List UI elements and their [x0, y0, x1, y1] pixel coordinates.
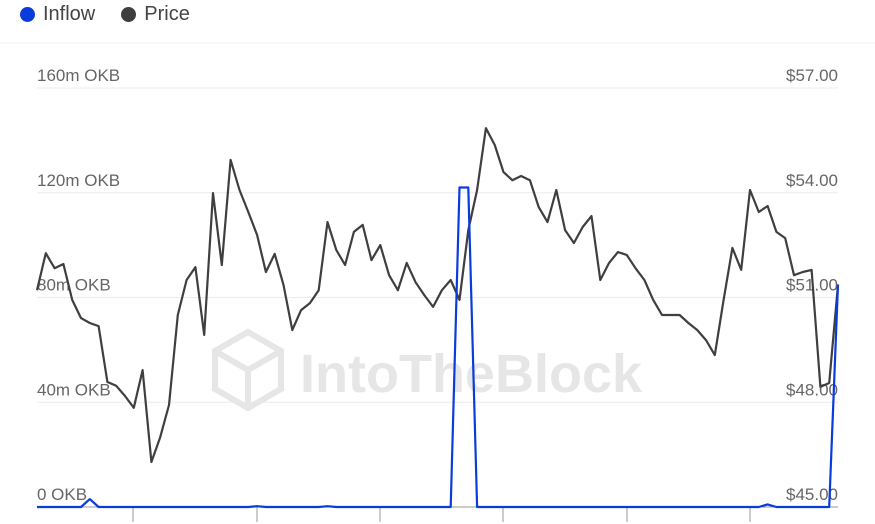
left-tick-label: 40m OKB — [37, 380, 111, 399]
left-tick-label: 0 OKB — [37, 485, 87, 504]
series-line-price — [35, 127, 840, 464]
inflow-dot-icon — [20, 7, 35, 22]
watermark: IntoTheBlock — [300, 344, 643, 404]
series-line-inflow — [37, 186, 840, 509]
right-tick-label: $45.00 — [786, 485, 838, 504]
price-dot-icon — [121, 7, 137, 22]
left-tick-label: 120m OKB — [37, 171, 120, 190]
right-tick-label: $57.00 — [786, 66, 838, 85]
left-tick-label: 80m OKB — [37, 276, 111, 295]
legend-item-inflow[interactable]: Inflow — [20, 3, 95, 26]
left-tick-label: 160m OKB — [37, 66, 120, 85]
legend: Inflow Price — [20, 3, 190, 26]
watermark-logo-icon — [212, 328, 284, 412]
right-tick-label: $54.00 — [786, 171, 838, 190]
legend-item-price[interactable]: Price — [121, 3, 190, 26]
